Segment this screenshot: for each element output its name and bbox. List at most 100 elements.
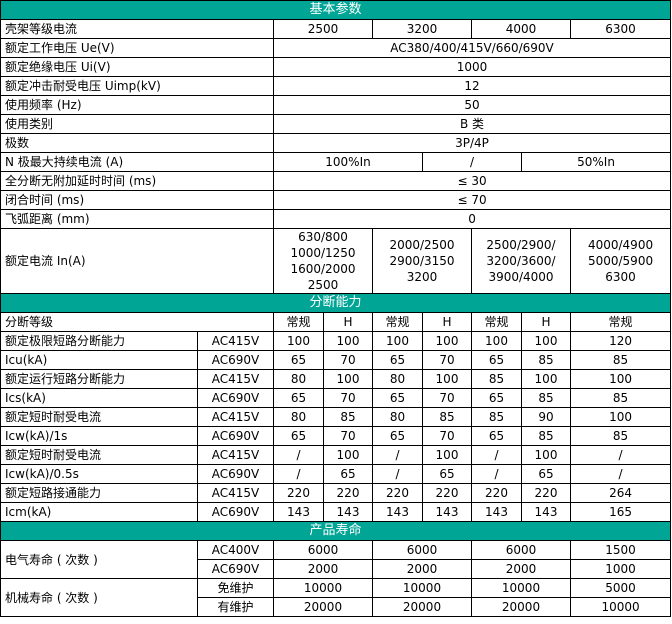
- param-value: 85: [471, 369, 522, 389]
- param-value: 220: [372, 483, 423, 503]
- param-value: 5000: [569, 578, 672, 598]
- table-row: 额定工作电压 Ue(V) AC380/400/415V/660/690V: [0, 38, 672, 58]
- table-row: 闭合时间 (ms) ≤ 70: [0, 190, 672, 210]
- param-value: 143: [323, 502, 373, 522]
- param-value: 85: [569, 426, 672, 446]
- param-label: 飞弧距离 (mm): [0, 209, 274, 229]
- param-value: 2000: [273, 559, 373, 579]
- param-label: Icm(kA): [0, 502, 198, 522]
- param-value: 264: [569, 483, 672, 503]
- param-value: 70: [323, 388, 373, 408]
- param-value: ≤ 30: [272, 171, 672, 191]
- param-label: 额定短时耐受电流: [0, 407, 198, 427]
- param-value: 85: [422, 407, 472, 427]
- table-row: Ics(kA) AC690V 65 70 65 70 65 85 85: [0, 388, 672, 408]
- param-value: 4000/4900 5000/5900 6300: [569, 228, 672, 294]
- grade-header: H: [521, 312, 571, 332]
- table-row: AC690V 2000 2000 2000 1000: [1, 559, 672, 579]
- param-value: 100: [569, 407, 672, 427]
- voltage-label: AC415V: [197, 445, 274, 465]
- param-value: 65: [273, 388, 324, 408]
- param-value: 100: [521, 331, 571, 351]
- table-row: Icw(kA)/0.5s AC690V/65/65/65/: [0, 464, 672, 484]
- param-value: 100: [569, 369, 672, 389]
- grade-label: 分断等级: [0, 312, 274, 332]
- param-value: 10000: [569, 597, 672, 617]
- param-value: /: [569, 445, 672, 465]
- table-row: 额定极限短路分断能力 AC415V 100 100 100 100 100 100 120: [0, 331, 672, 351]
- param-value: 20000: [372, 597, 472, 617]
- table-row: 使用频率 (Hz) 50: [0, 95, 672, 115]
- param-value: 80: [273, 369, 324, 389]
- table-row: 全分断无附加延时时间 (ms) ≤ 30: [0, 171, 672, 191]
- param-label: Icw(kA)/0.5s: [0, 464, 198, 484]
- param-value: 65: [323, 464, 373, 484]
- table-row: 额定冲击耐受电压 Uimp(kV) 12: [0, 76, 672, 96]
- param-value: 10000: [471, 578, 571, 598]
- table-row: N 极最大持续电流 (A) 100%In/50%In: [0, 152, 672, 172]
- param-value: 220: [323, 483, 373, 503]
- param-value: 143: [471, 502, 522, 522]
- param-label: 额定运行短路分断能力: [0, 369, 198, 389]
- condition-label: AC400V: [197, 540, 274, 560]
- grade-header: 常规: [471, 312, 522, 332]
- param-value: 80: [372, 407, 423, 427]
- param-value: 50: [272, 95, 672, 115]
- param-value: 2000: [372, 559, 472, 579]
- param-label: 额定短时耐受电流: [0, 445, 198, 465]
- param-value: /: [273, 445, 324, 465]
- voltage-label: AC690V: [197, 502, 274, 522]
- table-row: 额定短时耐受电流 AC415V/100/100/100/: [0, 445, 672, 465]
- param-label: 使用类别: [0, 114, 274, 134]
- condition-label: 免维护: [197, 578, 274, 598]
- section-title: 产品寿命: [0, 521, 672, 541]
- param-value: 143: [372, 502, 423, 522]
- param-value: 85: [323, 407, 373, 427]
- param-value: 70: [323, 426, 373, 446]
- param-label: 额定工作电压 Ue(V): [0, 38, 274, 58]
- param-value: 65: [471, 426, 522, 446]
- voltage-label: AC690V: [197, 350, 274, 370]
- param-value: 65: [521, 464, 571, 484]
- param-label: Icu(kA): [0, 350, 198, 370]
- table-row: 飞弧距离 (mm) 0: [0, 209, 672, 229]
- section-header-breaking: 分断能力: [0, 293, 672, 313]
- param-value: 2000/2500 2900/3150 3200: [372, 228, 472, 294]
- grade-header: H: [422, 312, 472, 332]
- param-value: 630/800 1000/1250 1600/2000 2500: [273, 228, 373, 294]
- param-value: ≤ 70: [272, 190, 672, 210]
- voltage-label: AC415V: [197, 407, 274, 427]
- table-row: 额定电流 In(A) 630/800 1000/1250 1600/2000 25…: [0, 228, 672, 294]
- param-value: 65: [273, 350, 324, 370]
- param-value: 80: [372, 369, 423, 389]
- grade-header: 常规: [273, 312, 324, 332]
- param-value: 65: [372, 426, 423, 446]
- table-row: Icw(kA)/1s AC690V 65 70 65 70 65 85 85: [0, 426, 672, 446]
- grade-header: 常规: [569, 312, 672, 332]
- param-value: 100: [323, 445, 373, 465]
- param-label: 闭合时间 (ms): [0, 190, 274, 210]
- param-value: 85: [569, 388, 672, 408]
- param-value: 100: [372, 331, 423, 351]
- param-value: 2500/2900/ 3200/3600/ 3900/4000: [471, 228, 571, 294]
- param-value: 6000: [273, 540, 373, 560]
- param-value: 85: [471, 407, 522, 427]
- param-value: 2000: [471, 559, 571, 579]
- param-value: 0: [272, 209, 672, 229]
- param-label: N 极最大持续电流 (A): [0, 152, 274, 172]
- param-label: 机械寿命 ( 次数 ): [0, 578, 198, 617]
- param-value: /: [569, 464, 672, 484]
- param-value: /: [273, 464, 324, 484]
- section-header-basic: 基本参数: [0, 0, 672, 20]
- param-value: 65: [273, 426, 324, 446]
- table-row: Icm(kA) AC690V 143 143 143 143 143 143 165: [0, 502, 672, 522]
- param-value: 100: [323, 331, 373, 351]
- param-value: 4000: [471, 19, 571, 39]
- table-row: 额定短时耐受电流 AC415V 80 85 80 85 85 90 100: [0, 407, 672, 427]
- param-label: 额定绝缘电压 Ui(V): [0, 57, 274, 77]
- param-value: 6300: [569, 19, 672, 39]
- param-value: 165: [569, 502, 672, 522]
- param-value: 10000: [372, 578, 472, 598]
- breaking-grade-row: 分断等级 常规 H 常规 H 常规 H 常规: [0, 312, 672, 332]
- param-value: 143: [422, 502, 472, 522]
